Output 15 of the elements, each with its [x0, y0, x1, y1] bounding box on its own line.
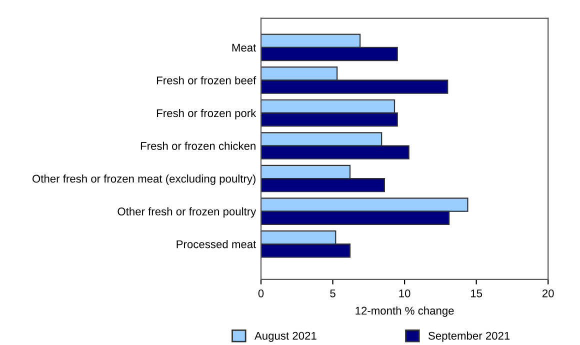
legend-label: September 2021: [428, 332, 510, 342]
x-tick-label: 10: [399, 289, 410, 298]
x-tick-label: 0: [258, 289, 264, 298]
y-tick-label: Fresh or frozen pork: [157, 108, 256, 120]
y-tick-label: Other fresh or frozen poultry: [118, 207, 256, 218]
x-tick-label: 5: [330, 290, 336, 298]
y-tick-label: Processed meat: [176, 240, 256, 248]
y-tick-label: Fresh or frozen chicken: [140, 142, 256, 150]
legend-label: August 2021: [254, 332, 316, 342]
y-tick-label: Fresh or frozen beef: [157, 76, 256, 84]
x-tick-label: 20: [542, 289, 554, 298]
x-tick-label: 15: [470, 290, 482, 298]
x-axis-title: 12-month % change: [356, 306, 454, 317]
y-tick-label: Other fresh or frozen meat (excluding poultry): [32, 174, 256, 185]
y-tick-label: Meat: [232, 44, 256, 52]
